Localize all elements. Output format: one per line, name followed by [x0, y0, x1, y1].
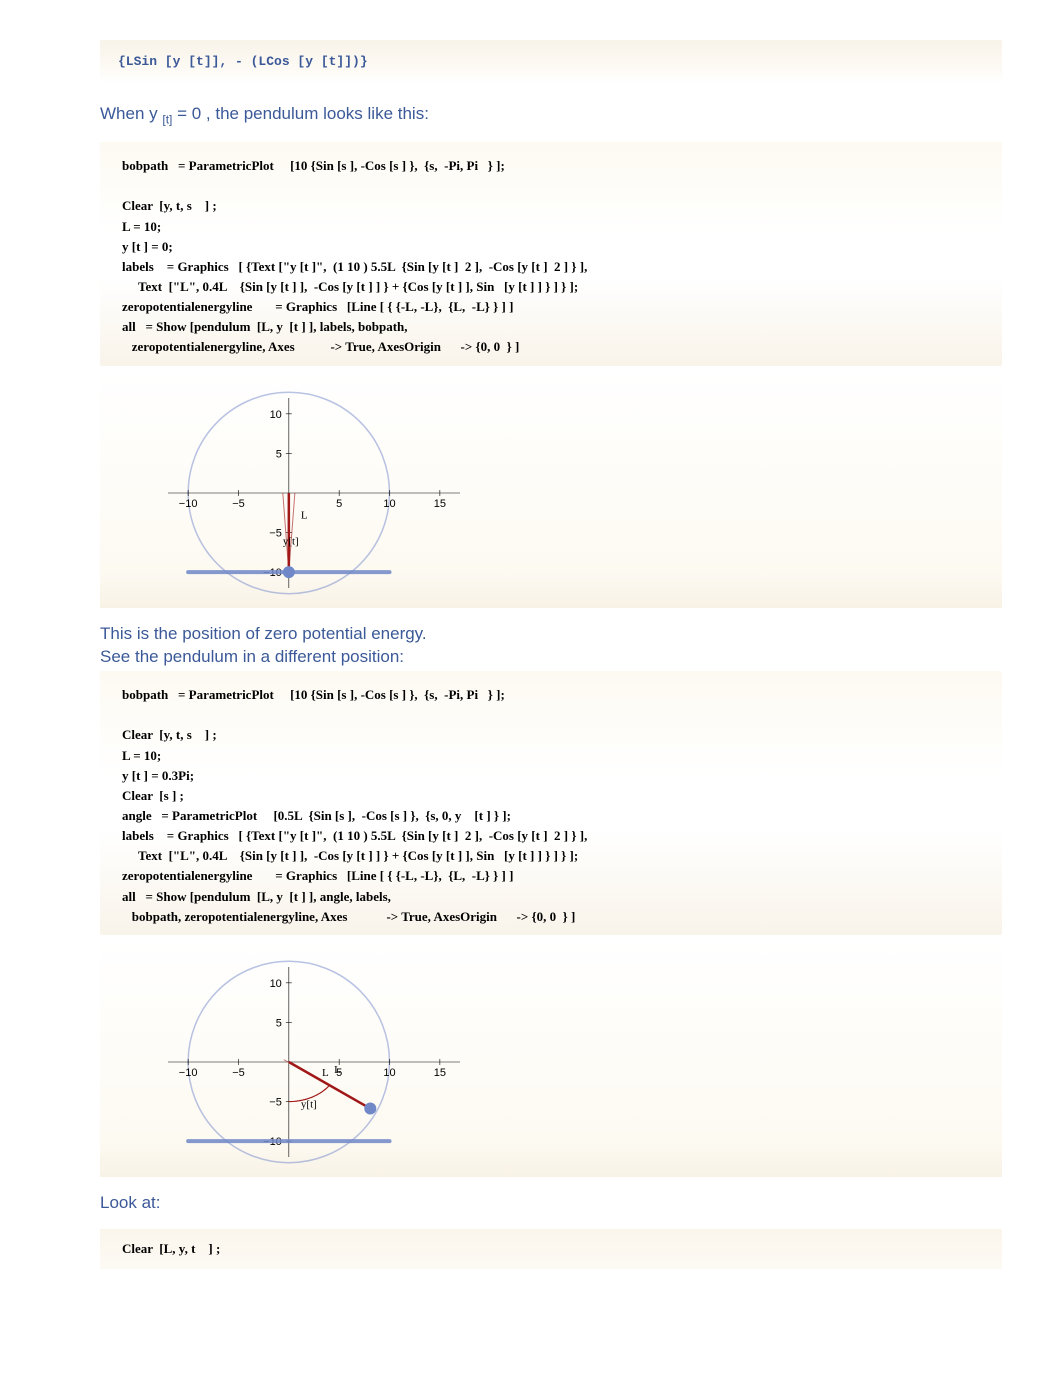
svg-text:−5: −5: [232, 498, 245, 510]
narration-1: When y [t] = 0 , the pendulum looks like…: [100, 102, 1002, 128]
svg-text:15: 15: [434, 1067, 446, 1079]
svg-text:10: 10: [383, 498, 395, 510]
plot-2: −10−551015−10−5510Ly[t]L: [140, 957, 470, 1167]
svg-text:−5: −5: [269, 527, 282, 539]
svg-text:5: 5: [276, 1017, 282, 1029]
narration-1-sub: [t]: [162, 112, 172, 126]
svg-text:y[t]: y[t]: [283, 535, 299, 547]
svg-text:5: 5: [336, 498, 342, 510]
svg-text:L: L: [322, 1067, 329, 1079]
svg-text:10: 10: [270, 408, 282, 420]
code-block-1: bobpath = ParametricPlot [10 {Sin [s ], …: [100, 142, 1002, 365]
plot-1-wrap: −10−551015−10−5510Ly[t]: [100, 370, 1002, 608]
svg-text:−5: −5: [232, 1067, 245, 1079]
svg-text:10: 10: [383, 1067, 395, 1079]
svg-text:−10: −10: [179, 498, 198, 510]
svg-text:5: 5: [276, 448, 282, 460]
code-text-3: Clear [L, y, t ] ;: [122, 1239, 992, 1259]
inline-code-block: {LSin [y [t]], - (LCos [y [t]])}: [100, 40, 1002, 84]
svg-text:y[t]: y[t]: [301, 1098, 317, 1110]
narration-1-pre: When y: [100, 104, 162, 123]
narration-3: Look at:: [100, 1191, 1002, 1215]
narration-2b: See the pendulum in a different position…: [100, 647, 404, 666]
narration-2: This is the position of zero potential e…: [100, 622, 1002, 670]
plot-2-wrap: −10−551015−10−5510Ly[t]L: [100, 939, 1002, 1177]
narration-2a: This is the position of zero potential e…: [100, 624, 427, 643]
code-block-3: Clear [L, y, t ] ;: [100, 1229, 1002, 1269]
svg-text:−5: −5: [269, 1096, 282, 1108]
plot-1: −10−551015−10−5510Ly[t]: [140, 388, 470, 598]
narration-1-post: = 0 , the pendulum looks like this:: [172, 104, 429, 123]
svg-text:L: L: [301, 509, 308, 521]
code-text-1: bobpath = ParametricPlot [10 {Sin [s ], …: [122, 156, 992, 357]
svg-text:15: 15: [434, 498, 446, 510]
inline-code-text: {LSin [y [t]], - (LCos [y [t]])}: [118, 54, 368, 69]
code-text-2: bobpath = ParametricPlot [10 {Sin [s ], …: [122, 685, 992, 927]
svg-text:10: 10: [270, 978, 282, 990]
code-block-2: bobpath = ParametricPlot [10 {Sin [s ], …: [100, 671, 1002, 935]
svg-text:−10: −10: [179, 1067, 198, 1079]
svg-text:L: L: [334, 1064, 341, 1076]
